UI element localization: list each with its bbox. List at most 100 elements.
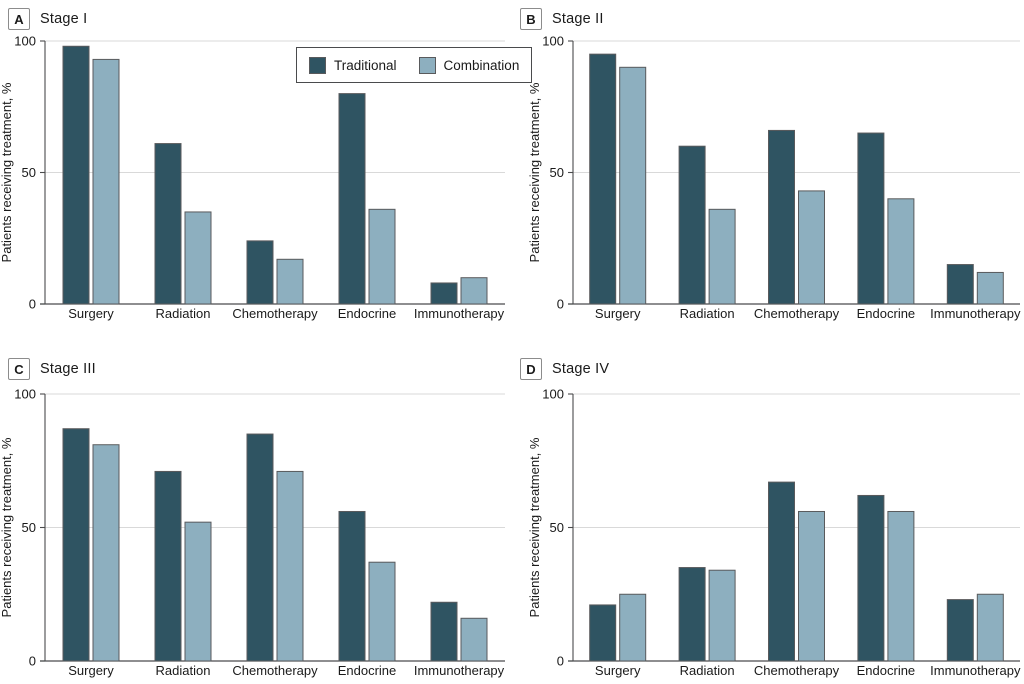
y-tick-label: 50 bbox=[550, 520, 564, 535]
panel-stage-2: B Stage II 0 50 100 Surgery Radiation Chemoth… bbox=[512, 0, 1024, 342]
legend: Traditional Combination bbox=[296, 47, 533, 83]
panel-label-c: C bbox=[8, 358, 30, 380]
panel-header-b: B Stage II bbox=[520, 8, 604, 30]
y-tick-label: 100 bbox=[14, 387, 36, 402]
traditional-swatch-icon bbox=[309, 56, 326, 74]
bar-traditional-endocrine bbox=[857, 494, 885, 662]
bar-combination-chemotherapy bbox=[798, 510, 825, 662]
panel-header-a: A Stage I bbox=[8, 8, 87, 30]
bar-traditional-endocrine bbox=[338, 93, 366, 305]
panel-label-d: D bbox=[520, 358, 542, 380]
category-label-surgery: Surgery bbox=[68, 663, 114, 678]
bar-combination-endocrine bbox=[368, 208, 396, 305]
bar-traditional-surgery bbox=[589, 53, 617, 305]
category-label-chemotherapy: Chemotherapy bbox=[754, 663, 840, 678]
bar-traditional-immunotherapy bbox=[946, 599, 974, 662]
legend-label-traditional: Traditional bbox=[334, 57, 397, 73]
stage-2-chart: 0 50 100 Surgery Radiation Chemotherapy Endocr… bbox=[527, 34, 1021, 322]
category-label-immunotherapy: Immunotherapy bbox=[930, 663, 1021, 678]
y-tick-label: 0 bbox=[29, 297, 36, 312]
category-label-surgery: Surgery bbox=[595, 306, 641, 321]
panel-title-stage-3: Stage III bbox=[40, 361, 96, 377]
bar-combination-surgery bbox=[619, 66, 647, 305]
bar-combination-chemotherapy bbox=[798, 190, 825, 305]
y-tick-label: 50 bbox=[550, 165, 564, 180]
legend-label-combination: Combination bbox=[443, 57, 520, 73]
bar-combination-radiation bbox=[708, 569, 736, 662]
category-label-immunotherapy: Immunotherapy bbox=[414, 306, 505, 321]
y-axis-title: Patients receiving treatment, % bbox=[527, 437, 542, 617]
y-axis-title: Patients receiving treatment, % bbox=[0, 82, 14, 262]
legend-item-combination: Combination bbox=[418, 56, 520, 74]
panel-title-stage-1: Stage I bbox=[40, 11, 88, 27]
stage-3-chart: 0 50 100 Surgery Radiation Chemotherapy Endocr… bbox=[0, 387, 505, 678]
y-tick-label: 50 bbox=[22, 165, 36, 180]
y-tick-label: 100 bbox=[14, 34, 36, 49]
category-label-radiation: Radiation bbox=[156, 306, 211, 321]
category-label-radiation: Radiation bbox=[680, 663, 735, 678]
bar-combination-chemotherapy bbox=[276, 470, 304, 662]
bar-combination-surgery bbox=[92, 58, 120, 305]
y-tick-label: 100 bbox=[542, 387, 564, 402]
bar-combination-immunotherapy bbox=[460, 617, 488, 662]
bar-traditional-endocrine bbox=[857, 132, 885, 305]
bar-combination-radiation bbox=[708, 208, 736, 305]
category-label-radiation: Radiation bbox=[680, 306, 735, 321]
panel-header-c: C Stage III bbox=[8, 358, 96, 380]
panel-label-b: B bbox=[520, 8, 542, 30]
bar-combination-radiation bbox=[184, 211, 212, 305]
category-label-chemotherapy: Chemotherapy bbox=[754, 306, 840, 321]
panel-title-stage-4: Stage IV bbox=[552, 361, 610, 377]
bar-combination-surgery bbox=[619, 593, 647, 662]
panel-stage-1: A Stage I Traditional Combination 0 50 100… bbox=[0, 0, 533, 342]
bar-traditional-immunotherapy bbox=[430, 601, 458, 662]
panel-title-stage-2: Stage II bbox=[552, 11, 604, 27]
panel-stage-4: D Stage IV 0 50 100 Surgery Radiation Chemoth… bbox=[512, 342, 1024, 684]
bar-combination-endocrine bbox=[887, 510, 915, 662]
category-label-radiation: Radiation bbox=[156, 663, 211, 678]
stage-4-chart: 0 50 100 Surgery Radiation Chemotherapy Endocr… bbox=[527, 387, 1021, 679]
legend-item-traditional: Traditional bbox=[309, 56, 397, 74]
y-tick-label: 100 bbox=[542, 34, 564, 49]
bar-traditional-surgery bbox=[62, 428, 90, 662]
y-tick-label: 0 bbox=[29, 654, 36, 669]
bar-combination-immunotherapy bbox=[976, 271, 1004, 305]
bar-traditional-radiation bbox=[678, 145, 706, 305]
bar-traditional-radiation bbox=[678, 567, 706, 662]
category-label-endocrine: Endocrine bbox=[857, 306, 916, 321]
bar-traditional-chemotherapy bbox=[768, 481, 795, 662]
category-label-immunotherapy: Immunotherapy bbox=[414, 663, 505, 678]
stage-1-chart: 0 50 100 Surgery Radiation Chemotherapy Endocr… bbox=[0, 34, 505, 321]
bar-traditional-surgery bbox=[589, 604, 617, 662]
bar-traditional-immunotherapy bbox=[946, 264, 974, 305]
category-label-chemotherapy: Chemotherapy bbox=[232, 306, 318, 321]
panel-label-a: A bbox=[8, 8, 30, 30]
bar-combination-chemotherapy bbox=[276, 258, 304, 305]
category-label-surgery: Surgery bbox=[68, 306, 114, 321]
category-label-chemotherapy: Chemotherapy bbox=[232, 663, 318, 678]
bar-traditional-endocrine bbox=[338, 510, 366, 662]
bar-combination-immunotherapy bbox=[976, 593, 1004, 662]
category-label-immunotherapy: Immunotherapy bbox=[930, 306, 1021, 321]
bar-traditional-immunotherapy bbox=[430, 282, 458, 305]
combination-swatch-icon bbox=[418, 56, 436, 74]
y-tick-label: 0 bbox=[557, 654, 564, 669]
panel-stage-3: C Stage III 0 50 100 Surgery Radiation Chemot… bbox=[0, 342, 512, 684]
bar-traditional-chemotherapy bbox=[246, 240, 274, 305]
y-tick-label: 0 bbox=[557, 297, 564, 312]
category-label-surgery: Surgery bbox=[595, 663, 641, 678]
bar-traditional-radiation bbox=[154, 470, 182, 662]
bar-combination-endocrine bbox=[887, 198, 915, 305]
category-label-endocrine: Endocrine bbox=[338, 663, 397, 678]
bar-combination-surgery bbox=[92, 444, 120, 662]
bar-combination-radiation bbox=[184, 521, 212, 662]
y-tick-label: 50 bbox=[22, 520, 36, 535]
bar-traditional-chemotherapy bbox=[768, 129, 795, 305]
panel-header-d: D Stage IV bbox=[520, 358, 609, 380]
bar-combination-immunotherapy bbox=[460, 277, 488, 305]
bar-traditional-radiation bbox=[154, 143, 182, 305]
bar-combination-endocrine bbox=[368, 561, 396, 662]
category-label-endocrine: Endocrine bbox=[857, 663, 916, 678]
y-axis-title: Patients receiving treatment, % bbox=[527, 82, 542, 262]
